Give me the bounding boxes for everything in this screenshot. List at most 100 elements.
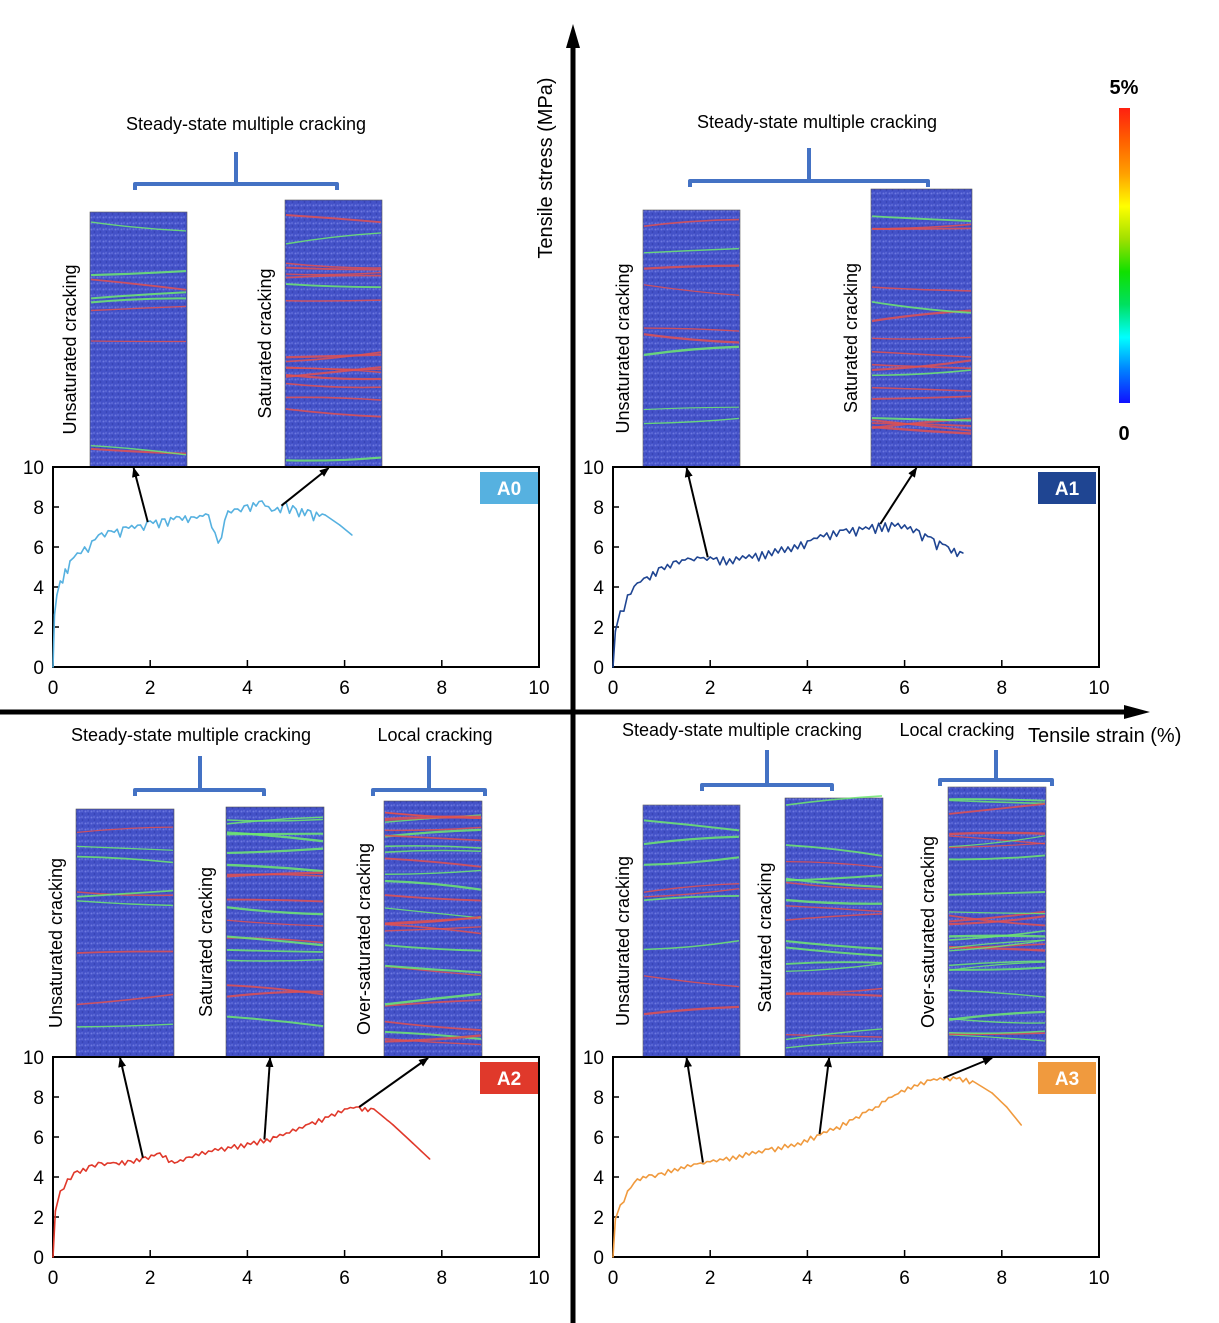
crack-line (643, 406, 740, 411)
data-point (680, 1166, 682, 1168)
data-point (884, 522, 886, 524)
data-point (903, 524, 906, 526)
crack-line (871, 336, 972, 340)
y-tick-label: 0 (593, 658, 604, 679)
plot-frame-a0 (52, 466, 540, 668)
global-x-axis-label: Tensile strain (%) (1028, 725, 1181, 747)
x-tick-label: 2 (145, 1268, 156, 1289)
group-title-steady-state: Steady-state multiple cracking (71, 725, 311, 745)
crack-line (285, 283, 382, 289)
x-tick-label: 0 (48, 678, 59, 699)
specimen-label: Saturated cracking (841, 263, 861, 413)
crack-line (384, 845, 482, 849)
group-title-steady-state: Steady-state multiple cracking (126, 114, 366, 134)
crack-line (871, 419, 972, 432)
crack-line (785, 961, 883, 965)
specimen-image-saturated-cracking (784, 795, 884, 1058)
crack-line (285, 266, 382, 271)
data-point (728, 558, 731, 560)
data-point (83, 546, 86, 548)
crack-line (785, 898, 883, 905)
data-point (129, 1160, 132, 1162)
crack-line (948, 1030, 1046, 1035)
data-point (719, 1158, 721, 1160)
crack-line (871, 369, 972, 377)
annotation-arrow (280, 467, 330, 507)
x-tick-label: 2 (145, 678, 156, 699)
data-point (1020, 1124, 1023, 1126)
data-point (874, 1106, 877, 1108)
colorbar-max-label: 5% (1110, 77, 1139, 99)
y-tick-label: 2 (33, 1208, 44, 1229)
specimen-label: Unsaturated cracking (60, 264, 80, 434)
data-point (59, 1190, 62, 1192)
crack-line (948, 891, 1046, 896)
annotation-arrow (684, 467, 709, 558)
data-point (100, 532, 103, 534)
data-point (144, 1156, 147, 1158)
data-point (636, 1178, 639, 1180)
crack-line (384, 811, 482, 820)
data-point (428, 1158, 431, 1160)
data-point (796, 1142, 799, 1144)
annotation-arrow (118, 1057, 144, 1158)
y-tick-label: 4 (593, 578, 604, 599)
x-tick-label: 2 (705, 678, 716, 699)
y-tick-label: 8 (33, 498, 44, 519)
x-tick-label: 4 (802, 1268, 813, 1289)
crack-line (643, 327, 740, 332)
group-title-local: Local cracking (377, 725, 492, 745)
crack-line (948, 798, 1046, 802)
specimen-image-saturated-cracking (225, 806, 325, 1058)
crack-line (948, 842, 1046, 849)
crack-line (90, 291, 187, 300)
data-point (54, 1210, 57, 1212)
y-axis-arrowhead-icon (566, 24, 580, 48)
crack-line (285, 299, 382, 302)
crack-line (948, 934, 1046, 938)
crack-line (226, 984, 324, 996)
group-title-steady-state: Steady-state multiple cracking (622, 720, 862, 740)
crack-line (384, 834, 482, 842)
crack-line (285, 366, 382, 378)
y-tick-label: 6 (33, 1128, 44, 1149)
data-point (709, 556, 711, 558)
data-point (971, 1080, 974, 1082)
crack-line (643, 333, 740, 344)
data-point (261, 500, 263, 502)
data-point (76, 1170, 79, 1172)
y-tick-label: 8 (593, 1088, 604, 1109)
panel-a1: Steady-state multiple cracking Unsaturate… (583, 112, 1110, 699)
data-point (991, 1092, 993, 1094)
crack-line (948, 1032, 1046, 1036)
colorbar-min-label: 0 (1118, 423, 1129, 445)
data-point (614, 630, 617, 632)
crack-line (384, 1038, 482, 1046)
data-point (338, 524, 341, 526)
data-point (932, 1078, 935, 1080)
y-tick-label: 8 (593, 498, 604, 519)
crack-line (226, 990, 324, 998)
crack-line (871, 350, 972, 358)
crack-line (948, 966, 1046, 971)
plot-frame-a2 (52, 1056, 540, 1258)
y-tick-label: 6 (593, 538, 604, 559)
crack-line (226, 831, 324, 843)
badge-a1 (1038, 472, 1096, 504)
crack-line (384, 992, 482, 1006)
x-tick-label: 10 (1088, 678, 1109, 699)
crack-line (285, 351, 382, 363)
data-point (309, 510, 312, 512)
crack-line (785, 962, 883, 973)
x-tick-label: 10 (528, 1268, 549, 1289)
specimen-image-unsaturated-cracking (642, 209, 741, 468)
x-tick-label: 6 (339, 678, 350, 699)
crack-line (226, 898, 324, 903)
data-point (188, 1156, 190, 1158)
crack-line (871, 227, 972, 230)
data-point (855, 1116, 857, 1118)
data-point (125, 526, 127, 528)
y-tick-label: 4 (593, 1168, 604, 1189)
plot-frame-a3 (612, 1056, 1100, 1258)
group-bracket (938, 750, 1054, 786)
